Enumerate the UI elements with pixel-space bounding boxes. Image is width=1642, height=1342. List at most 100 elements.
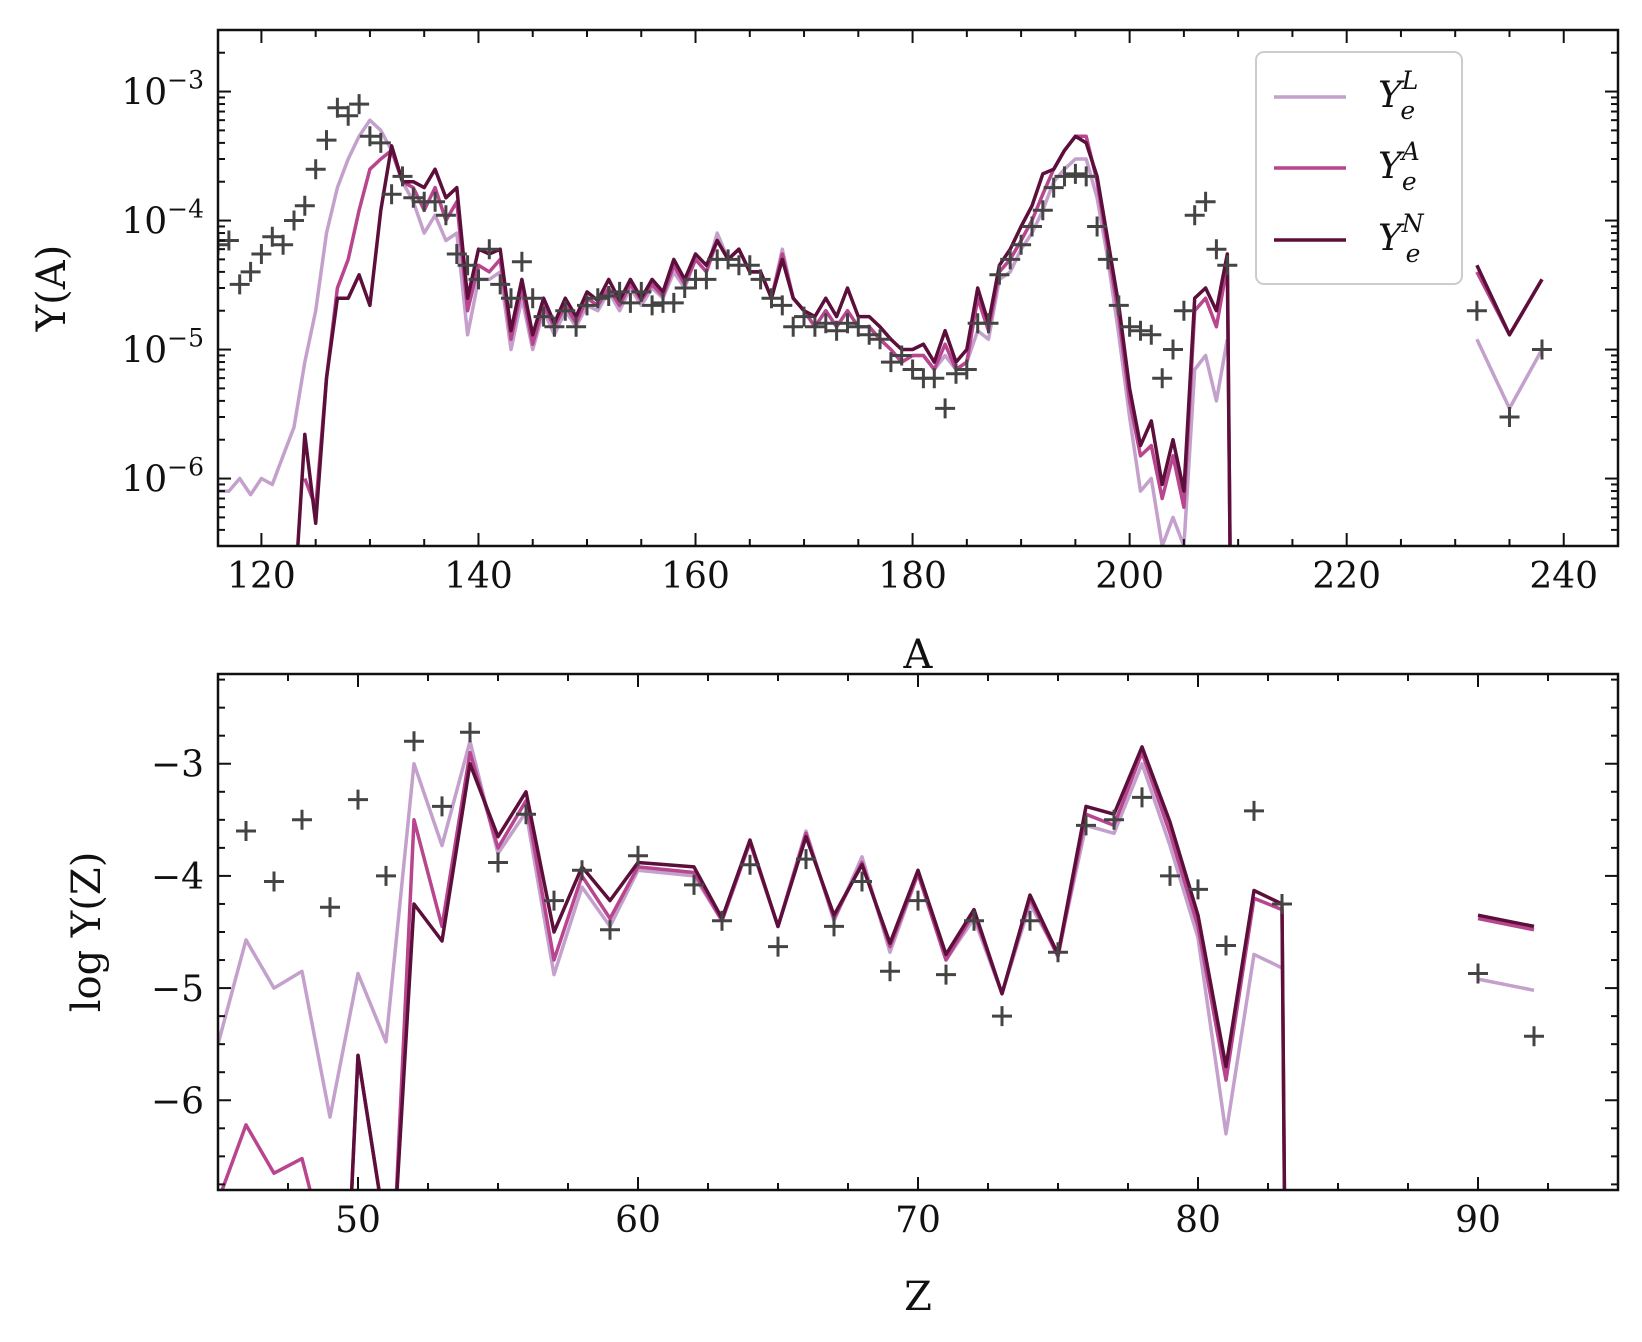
plot-area-top <box>218 94 1552 546</box>
top-observed-point-55 <box>804 316 825 337</box>
chart-bottom: 50 60 70 80 90 −6 −5 −4 −3 Z log Y(Z) <box>64 672 1620 1320</box>
bot-observed-point-0 <box>236 821 256 841</box>
top-observed-point-76 <box>1032 200 1053 221</box>
top-observed-point-69 <box>956 359 977 380</box>
top-observed-point-63 <box>891 345 912 366</box>
bot-observed-point-33 <box>1188 879 1208 900</box>
bot-observed-point-19 <box>796 849 816 870</box>
top-observed-point-81 <box>1087 216 1108 237</box>
top-observed-point-52 <box>772 295 793 316</box>
top-observed-point-17 <box>392 166 413 187</box>
top-observed-point-21 <box>435 205 456 226</box>
top-observed-point-54 <box>794 306 814 327</box>
bot-observed-point-34 <box>1216 935 1236 956</box>
bot-observed-point-27 <box>1020 910 1040 931</box>
bot-observed-point-1 <box>264 871 284 892</box>
top-observed-point-40 <box>642 295 663 316</box>
top-observed-point-11 <box>327 97 348 118</box>
top-observed-point-85 <box>1130 320 1151 341</box>
top-series-n-line-0 <box>296 134 1232 546</box>
bot-observed-point-22 <box>880 961 900 982</box>
top-observed-point-51 <box>761 288 782 309</box>
top-observed-point-56 <box>815 313 836 334</box>
top-observed-point-22 <box>446 244 467 264</box>
top-observed-point-96 <box>1532 339 1552 360</box>
top-observed-point-29 <box>522 288 543 309</box>
bot-observed-point-35 <box>1244 800 1264 821</box>
bot-observed-point-3 <box>320 897 340 918</box>
legend-entry-n: YN e <box>1378 209 1425 268</box>
top-ytick-label-2: 10−4 <box>121 195 204 243</box>
bot-observed-point-16 <box>712 910 732 931</box>
top-observed-point-80 <box>1076 166 1097 187</box>
legend-entry-a-symbol: Y <box>1378 146 1405 187</box>
legend-entry-a-sup: A <box>1400 137 1420 166</box>
top-observed-point-86 <box>1141 324 1162 345</box>
top-observed-point-82 <box>1097 249 1118 270</box>
bot-observed-point-5 <box>376 865 396 886</box>
bot-series-a-line-3 <box>1477 916 1535 932</box>
legend-entry-l: YL e <box>1378 66 1418 125</box>
bot-series-n-line-2 <box>1477 913 1535 929</box>
ticks-bottom <box>217 674 1619 1190</box>
bot-observed-point-10 <box>516 804 536 825</box>
top-observed-point-89 <box>1173 300 1194 321</box>
top-observed-point-91 <box>1195 191 1216 212</box>
top-observed-point-39 <box>631 281 652 302</box>
bot-series-a-line-2 <box>394 750 1287 1190</box>
bot-observed-point-12 <box>572 860 592 881</box>
top-observed-point-95 <box>1499 407 1520 427</box>
top-observed-point-0 <box>218 234 228 255</box>
top-observed-point-27 <box>501 288 521 309</box>
top-observed-point-35 <box>587 288 608 309</box>
top-observed-point-73 <box>1000 249 1021 270</box>
top-observed-point-59 <box>848 316 869 337</box>
x-axis-label-top: A <box>903 632 934 678</box>
axes-frame-bottom <box>216 672 1620 1192</box>
bot-observed-point-30 <box>1104 809 1124 830</box>
bot-observed-point-37 <box>1468 963 1488 984</box>
top-xtick-label-1: 140 <box>444 556 513 597</box>
bot-observed-point-29 <box>1076 815 1096 836</box>
bot-xtick-label-1: 60 <box>615 1200 661 1241</box>
bot-observed-point-20 <box>824 916 844 937</box>
bot-xtick-label-2: 70 <box>895 1200 941 1241</box>
top-ytick-label-0: 10−6 <box>121 453 204 501</box>
top-observed-point-87 <box>1152 368 1173 389</box>
top-observed-point-88 <box>1163 339 1183 360</box>
top-observed-point-67 <box>935 398 956 419</box>
legend-entry-l-sup: L <box>1401 66 1419 95</box>
top-observed-point-50 <box>750 269 771 290</box>
legend-entry-n-symbol: Y <box>1378 218 1405 259</box>
top-series-a-line-1 <box>1475 271 1544 337</box>
top-observed-point-49 <box>739 255 760 276</box>
top-observed-point-83 <box>1108 295 1129 316</box>
top-observed-point-23 <box>457 255 478 276</box>
bot-series-a-line-0 <box>220 1123 312 1190</box>
top-ytick-label-3: 10−3 <box>121 66 204 114</box>
bot-series-n-line-1 <box>395 745 1287 1190</box>
y-axis-label-bottom: log Y(Z) <box>64 852 110 1013</box>
top-observed-point-12 <box>338 105 359 126</box>
bot-series-n-line-0 <box>349 1053 381 1190</box>
top-xtick-label-0: 120 <box>227 556 296 597</box>
top-xtick-label-4: 200 <box>1095 556 1164 597</box>
top-series-l-line-0 <box>218 118 1230 546</box>
top-series-n-line-1 <box>1475 264 1544 337</box>
tick-labels-top: 120 140 160 180 200 220 240 10−6 10−5 10−4 10−3 <box>121 66 1598 597</box>
top-observed-point-32 <box>555 300 576 321</box>
top-ytick-label-1: 10−5 <box>121 324 204 372</box>
top-observed-point-43 <box>674 278 695 298</box>
top-observed-point-14 <box>359 126 380 147</box>
top-observed-point-62 <box>880 352 901 373</box>
top-observed-point-5 <box>262 226 283 247</box>
top-observed-point-33 <box>566 316 587 337</box>
legend-frame <box>1255 51 1463 285</box>
legend-entry-n-sub: e <box>1406 239 1421 268</box>
x-axis-label-bottom: Z <box>904 1274 932 1320</box>
bot-observed-point-11 <box>544 890 564 911</box>
top-observed-point-2 <box>229 274 250 295</box>
bot-observed-point-25 <box>964 910 984 931</box>
